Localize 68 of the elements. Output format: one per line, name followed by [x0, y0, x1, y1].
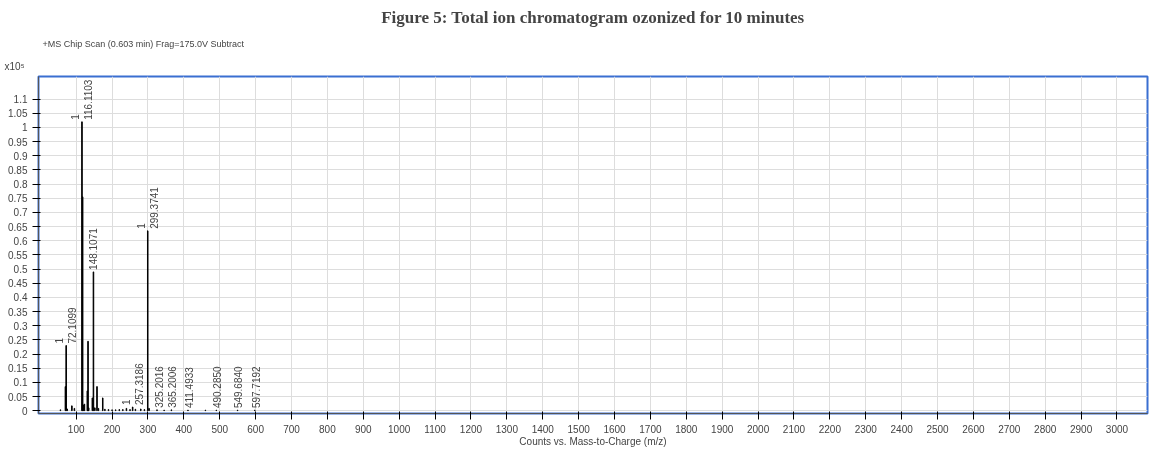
y-axis-title: x10⁵ [4, 60, 25, 72]
x-tick-label: 1400 [531, 423, 555, 435]
x-tick-label: 2000 [746, 423, 770, 435]
y-tick-label: 0.2 [13, 349, 28, 361]
y-tick-label: 0.45 [8, 278, 28, 290]
annotation: 1 299.3741 [135, 186, 160, 229]
x-tick-label: 2200 [818, 423, 842, 435]
annotation: 365.2006 [167, 365, 179, 408]
x-tick-label: 1600 [603, 423, 627, 435]
x-tick-label: 2100 [782, 423, 806, 435]
x-tick-label: 2400 [890, 423, 914, 435]
y-tick-label: 0.8 [13, 179, 28, 191]
x-tick-label: 600 [247, 423, 265, 435]
y-tick-label: 0.05 [8, 391, 28, 403]
x-tick-label: 900 [354, 423, 373, 435]
y-tick-label: 0.3 [13, 320, 28, 332]
x-tick-label: 800 [319, 423, 337, 435]
x-tick-label: 2800 [1034, 423, 1057, 435]
y-tick-label: 0.25 [8, 334, 28, 346]
x-tick-label: 1200 [459, 423, 483, 435]
x-tick-label: 200 [103, 423, 121, 435]
x-tick-label: 1500 [567, 423, 591, 435]
annotation: 148.1071 [88, 227, 100, 270]
y-tick-label: 1.05 [8, 108, 28, 120]
y-tick-label: 1.1 [13, 94, 28, 106]
y-tick-label: 0.95 [8, 136, 28, 148]
x-tick-label: 1800 [675, 423, 698, 435]
annotation: 1 72.1099 [54, 306, 79, 344]
x-tick-label: 1300 [495, 423, 519, 435]
x-tick-label: 1100 [424, 423, 447, 435]
chart-subtitle: +MS Chip Scan (0.603 min) Frag=175.0V Subtract [42, 38, 245, 49]
x-axis-title: Counts vs. Mass-to-Charge (m/z) [519, 435, 667, 447]
y-tick-label: 0.65 [8, 221, 28, 233]
y-tick-label: 0.35 [8, 306, 28, 318]
x-tick-label: 300 [139, 423, 157, 435]
x-tick-label: 700 [283, 423, 301, 435]
annotation: 549.6840 [233, 365, 245, 409]
annotation: 325.2016 [153, 365, 165, 408]
annotation: 1 116.1103 [69, 79, 95, 120]
x-tick-label: 2600 [962, 423, 985, 435]
annotation: 597.7192 [250, 365, 262, 409]
chart-title: Figure 5: Total ion chromatogram ozonized for 10 minutes [381, 7, 805, 27]
x-tick-label: 1900 [711, 423, 734, 435]
x-tick-label: 400 [175, 423, 193, 435]
y-tick-label: 0.75 [8, 193, 28, 205]
annotation: 411.4933 [183, 366, 195, 409]
y-tick-label: 0.4 [13, 292, 28, 304]
y-tick-label: 0.85 [8, 164, 28, 176]
x-tick-label: 3000 [1105, 423, 1129, 435]
y-tick-label: 0.1 [13, 377, 28, 389]
x-tick-label: 2300 [854, 423, 878, 435]
y-tick-label: 0.6 [13, 235, 28, 247]
y-tick-label: 0.55 [8, 249, 28, 261]
x-tick-label: 500 [211, 423, 229, 435]
y-tick-label: 0.5 [13, 264, 28, 276]
x-tick-label: 100 [67, 423, 85, 435]
y-tick-label: 0.9 [13, 150, 28, 162]
x-tick-label: 2700 [998, 423, 1021, 435]
annotation: 490.2850 [211, 365, 223, 409]
x-tick-label: 2900 [1069, 423, 1093, 435]
y-tick-label: 0.7 [13, 207, 28, 219]
x-tick-label: 1000 [388, 423, 411, 435]
annotation: 1 257.3186 [120, 362, 145, 405]
x-tick-label: 1700 [639, 423, 662, 435]
x-tick-label: 2500 [926, 423, 950, 435]
y-tick-label: 0 [21, 405, 28, 417]
y-tick-label: 1 [21, 122, 28, 134]
y-tick-label: 0.15 [8, 363, 28, 375]
